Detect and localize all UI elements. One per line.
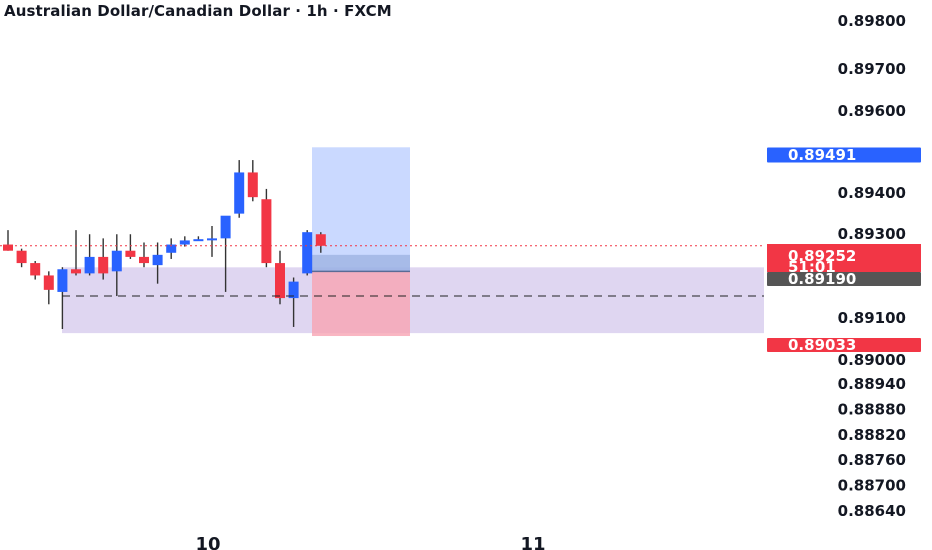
range-zone [62,267,764,334]
candle-body [220,215,231,239]
candle-body [111,250,122,272]
candle-body [193,239,204,242]
stop-badge-bg [767,338,921,352]
candle-body [247,172,258,198]
price-tick-label: 0.89400 [838,184,906,202]
candle-body [57,269,68,292]
price-tick-label: 0.88880 [838,400,906,418]
target-badge-text: 0.89491 [788,146,856,164]
position-zones [62,147,764,337]
candle-body [30,263,41,276]
price-tick-label: 0.89100 [838,309,906,327]
candle-body [315,234,326,246]
price-tick-label: 0.88640 [838,502,906,520]
candle-body [207,238,217,241]
candlestick-series [3,160,326,329]
price-tick-label: 0.89300 [838,225,906,243]
time-tick-label: 10 [195,534,220,550]
time-tick-label: 11 [520,534,545,550]
price-tick-label: 0.89000 [838,351,906,369]
entry-badge-bg [767,272,921,286]
target-zone [312,147,410,272]
candle-body [71,269,81,274]
countdown-text: 51:01 [788,258,836,276]
price-tick-label: 0.89800 [838,12,906,30]
candle-body [139,256,149,264]
candle-body [152,254,163,266]
candle-body [261,199,272,264]
current-badge-bg [767,244,921,272]
candle-body [166,244,177,253]
price-tick-label: 0.89700 [838,60,906,78]
current-price-text: 0.89252 [788,247,856,265]
target-badge-bg [767,147,921,163]
price-tick-label: 0.89600 [838,102,906,120]
candle-body [3,244,13,251]
candle-body [98,256,109,274]
price-tick-label: 0.88820 [838,426,906,444]
price-lines [0,245,764,297]
candle-body [16,250,27,264]
stop-badge-text: 0.89033 [788,336,856,354]
entry-badge-text: 0.89190 [788,270,856,288]
candle-body [84,256,95,274]
chart-title: Australian Dollar/Canadian Dollar · 1h ·… [4,2,392,20]
price-tick-label: 0.88760 [838,451,906,469]
candle-body [43,275,54,290]
candle-body [234,172,245,214]
stop-zone [312,271,410,337]
price-tick-label: 0.88700 [838,477,906,495]
candle-body [288,281,299,299]
entry-strip [312,254,410,272]
candle-body [125,250,136,257]
candle-body [275,263,285,299]
price-axis: 0.89800 0.89700 0.89600 0.89400 0.89300 0.891… [838,12,906,520]
time-axis: 10 11 [195,534,545,550]
price-tick-label: 0.88940 [838,375,906,393]
candle-body [302,232,313,274]
candle-body [179,240,190,245]
